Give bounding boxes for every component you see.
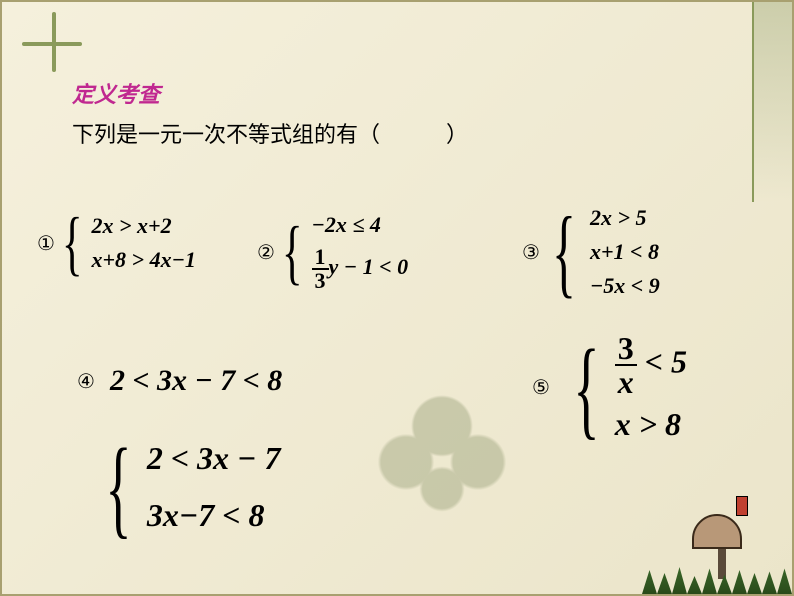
- brace-icon: {: [282, 216, 303, 288]
- eq1-line2: x+8 > 4x−1: [92, 247, 196, 273]
- question-text: 下列是一元一次不等式组的有（ ）: [72, 117, 468, 149]
- brace-icon: {: [552, 202, 576, 302]
- equation-3-lines: 2x > 5 x+1 < 8 −5x < 9: [590, 205, 660, 299]
- label-3: ③: [522, 240, 540, 265]
- brace-icon: {: [62, 207, 83, 279]
- eq1-line1: 2x > x+2: [92, 213, 196, 239]
- equation-group-2: ② { −2x ≤ 4 1 3 y − 1 < 0: [257, 212, 408, 292]
- equation-group-1: ① { 2x > x+2 x+8 > 4x−1: [37, 207, 196, 279]
- slide-container: 定义考查 下列是一元一次不等式组的有（ ） ① { 2x > x+2 x+8 >…: [0, 0, 794, 596]
- mailbox-pole: [718, 549, 726, 579]
- eq2-line1: −2x ≤ 4: [312, 212, 409, 238]
- eq6-line1: 2 < 3x − 7: [147, 440, 281, 477]
- fraction-icon: 3 x: [615, 332, 637, 398]
- eq4-text: 2 < 3x − 7 < 8: [110, 364, 282, 398]
- equation-1-lines: 2x > x+2 x+8 > 4x−1: [92, 213, 196, 273]
- title-text: 定义考查: [72, 82, 160, 107]
- eq3-line3: −5x < 9: [590, 273, 660, 299]
- eq5-line2: x > 8: [615, 406, 687, 443]
- label-4: ④: [77, 369, 95, 394]
- brace-icon: {: [573, 333, 599, 443]
- eq5-line1: 3 x < 5: [615, 332, 687, 398]
- mailbox-body: [692, 514, 742, 549]
- eq2-line2: 1 3 y − 1 < 0: [312, 246, 409, 292]
- equation-group-3: ③ { 2x > 5 x+1 < 8 −5x < 9: [522, 202, 660, 302]
- label-2: ②: [257, 240, 275, 265]
- equation-group-5: ⑤ { 3 x < 5 x > 8: [532, 332, 687, 443]
- mailbox-flag: [736, 496, 748, 516]
- equation-group-4: ④ 2 < 3x − 7 < 8: [77, 364, 282, 398]
- brace-icon: {: [105, 432, 131, 542]
- eq3-line2: x+1 < 8: [590, 239, 660, 265]
- fraction-icon: 1 3: [312, 246, 329, 292]
- label-1: ①: [37, 231, 55, 256]
- decoration-top-right: [752, 2, 792, 202]
- mailbox-icon: [692, 514, 752, 584]
- section-title: 定义考查: [72, 77, 160, 109]
- equation-6-lines: 2 < 3x − 7 3x−7 < 8: [147, 440, 281, 534]
- decoration-flower: [352, 354, 532, 534]
- equation-5-lines: 3 x < 5 x > 8: [615, 332, 687, 443]
- equation-group-6: { 2 < 3x − 7 3x−7 < 8: [92, 432, 280, 542]
- eq6-line2: 3x−7 < 8: [147, 497, 281, 534]
- label-5: ⑤: [532, 375, 550, 400]
- equation-2-lines: −2x ≤ 4 1 3 y − 1 < 0: [312, 212, 409, 292]
- eq3-line1: 2x > 5: [590, 205, 660, 231]
